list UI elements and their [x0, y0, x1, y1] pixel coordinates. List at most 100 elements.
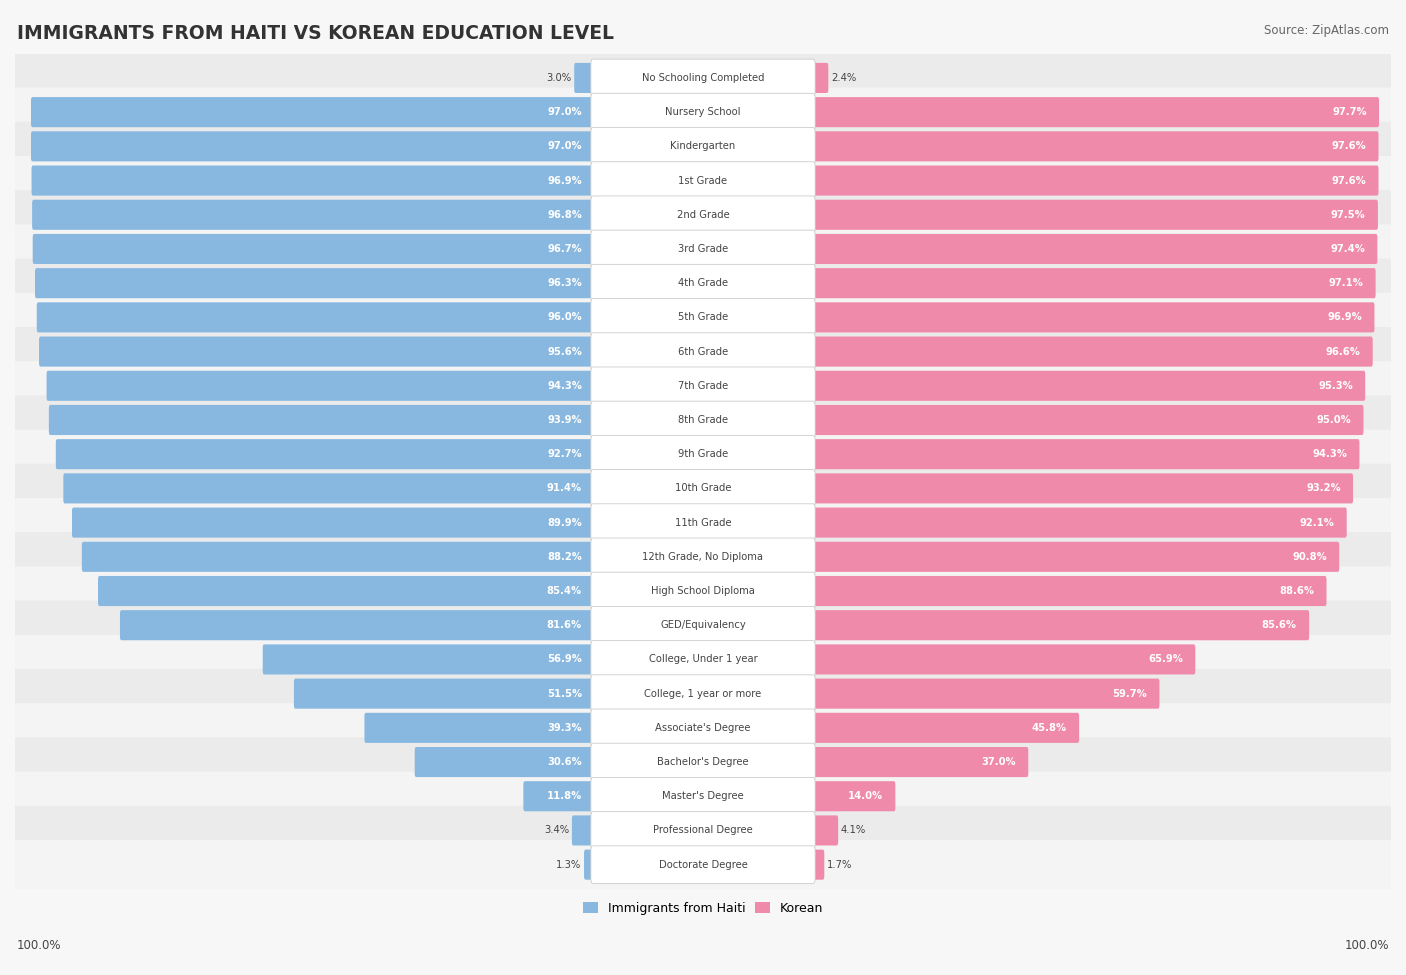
Text: 3.0%: 3.0% [547, 73, 571, 83]
FancyBboxPatch shape [591, 298, 815, 336]
FancyBboxPatch shape [811, 98, 1379, 127]
Text: College, Under 1 year: College, Under 1 year [648, 654, 758, 664]
Text: GED/Equivalency: GED/Equivalency [661, 620, 745, 630]
Text: 88.2%: 88.2% [547, 552, 582, 562]
FancyBboxPatch shape [591, 470, 815, 507]
FancyBboxPatch shape [811, 200, 1378, 230]
Text: No Schooling Completed: No Schooling Completed [641, 73, 765, 83]
Text: 92.7%: 92.7% [547, 449, 582, 459]
Text: 56.9%: 56.9% [547, 654, 582, 664]
FancyBboxPatch shape [63, 473, 595, 503]
Text: 97.0%: 97.0% [547, 107, 582, 117]
FancyBboxPatch shape [591, 230, 815, 268]
Text: 7th Grade: 7th Grade [678, 381, 728, 391]
Text: 94.3%: 94.3% [547, 381, 582, 391]
FancyBboxPatch shape [37, 302, 595, 332]
Text: Source: ZipAtlas.com: Source: ZipAtlas.com [1264, 24, 1389, 37]
Text: 37.0%: 37.0% [981, 757, 1017, 767]
Text: 85.6%: 85.6% [1261, 620, 1296, 630]
Text: 96.9%: 96.9% [547, 176, 582, 185]
FancyBboxPatch shape [811, 508, 1347, 537]
FancyBboxPatch shape [591, 128, 815, 165]
FancyBboxPatch shape [591, 59, 815, 97]
FancyBboxPatch shape [415, 747, 595, 777]
FancyBboxPatch shape [591, 606, 815, 644]
Text: 85.4%: 85.4% [547, 586, 582, 596]
Text: 96.3%: 96.3% [547, 278, 582, 289]
FancyBboxPatch shape [39, 336, 595, 367]
FancyBboxPatch shape [811, 679, 1160, 709]
Text: 95.0%: 95.0% [1316, 415, 1351, 425]
FancyBboxPatch shape [591, 94, 815, 131]
Text: 4th Grade: 4th Grade [678, 278, 728, 289]
FancyBboxPatch shape [591, 264, 815, 302]
Text: 30.6%: 30.6% [547, 757, 582, 767]
Text: College, 1 year or more: College, 1 year or more [644, 688, 762, 699]
FancyBboxPatch shape [583, 849, 595, 879]
FancyBboxPatch shape [263, 644, 595, 675]
FancyBboxPatch shape [811, 849, 824, 879]
Text: 3.4%: 3.4% [544, 826, 569, 836]
FancyBboxPatch shape [811, 815, 838, 845]
FancyBboxPatch shape [13, 430, 1393, 479]
FancyBboxPatch shape [13, 156, 1393, 205]
Text: 96.7%: 96.7% [547, 244, 582, 254]
FancyBboxPatch shape [35, 268, 595, 298]
FancyBboxPatch shape [13, 122, 1393, 171]
Text: Doctorate Degree: Doctorate Degree [658, 860, 748, 870]
FancyBboxPatch shape [49, 405, 595, 435]
FancyBboxPatch shape [13, 88, 1393, 136]
FancyBboxPatch shape [98, 576, 595, 606]
Text: 2nd Grade: 2nd Grade [676, 210, 730, 219]
Text: 96.8%: 96.8% [547, 210, 582, 219]
FancyBboxPatch shape [574, 63, 595, 93]
FancyBboxPatch shape [294, 679, 595, 709]
FancyBboxPatch shape [46, 370, 595, 401]
FancyBboxPatch shape [591, 709, 815, 747]
Text: 96.6%: 96.6% [1326, 346, 1361, 357]
FancyBboxPatch shape [811, 644, 1195, 675]
Text: 51.5%: 51.5% [547, 688, 582, 699]
Text: 11.8%: 11.8% [547, 792, 582, 801]
Text: 97.7%: 97.7% [1331, 107, 1367, 117]
FancyBboxPatch shape [13, 190, 1393, 240]
FancyBboxPatch shape [13, 703, 1393, 753]
Text: 96.9%: 96.9% [1327, 312, 1362, 323]
FancyBboxPatch shape [13, 532, 1393, 581]
FancyBboxPatch shape [591, 162, 815, 199]
FancyBboxPatch shape [13, 361, 1393, 410]
FancyBboxPatch shape [13, 327, 1393, 376]
Text: 59.7%: 59.7% [1112, 688, 1147, 699]
Text: 12th Grade, No Diploma: 12th Grade, No Diploma [643, 552, 763, 562]
FancyBboxPatch shape [591, 675, 815, 713]
Text: IMMIGRANTS FROM HAITI VS KOREAN EDUCATION LEVEL: IMMIGRANTS FROM HAITI VS KOREAN EDUCATIO… [17, 24, 614, 43]
Text: 95.3%: 95.3% [1317, 381, 1353, 391]
Text: 93.9%: 93.9% [547, 415, 582, 425]
Text: Nursery School: Nursery School [665, 107, 741, 117]
FancyBboxPatch shape [72, 508, 595, 537]
Text: 14.0%: 14.0% [848, 792, 883, 801]
Text: 2.4%: 2.4% [831, 73, 856, 83]
FancyBboxPatch shape [591, 811, 815, 849]
FancyBboxPatch shape [56, 439, 595, 469]
Text: Bachelor's Degree: Bachelor's Degree [657, 757, 749, 767]
Text: 100.0%: 100.0% [17, 939, 62, 953]
Text: 91.4%: 91.4% [547, 484, 582, 493]
FancyBboxPatch shape [13, 258, 1393, 308]
Text: 39.3%: 39.3% [547, 722, 582, 733]
Text: 65.9%: 65.9% [1149, 654, 1182, 664]
FancyBboxPatch shape [31, 166, 595, 196]
Text: 8th Grade: 8th Grade [678, 415, 728, 425]
Text: 97.0%: 97.0% [547, 141, 582, 151]
Text: 6th Grade: 6th Grade [678, 346, 728, 357]
FancyBboxPatch shape [811, 268, 1375, 298]
Text: 5th Grade: 5th Grade [678, 312, 728, 323]
Text: Associate's Degree: Associate's Degree [655, 722, 751, 733]
FancyBboxPatch shape [591, 743, 815, 781]
FancyBboxPatch shape [591, 846, 815, 883]
FancyBboxPatch shape [591, 572, 815, 609]
FancyBboxPatch shape [591, 196, 815, 234]
FancyBboxPatch shape [13, 805, 1393, 855]
FancyBboxPatch shape [811, 302, 1375, 332]
Text: 45.8%: 45.8% [1032, 722, 1067, 733]
